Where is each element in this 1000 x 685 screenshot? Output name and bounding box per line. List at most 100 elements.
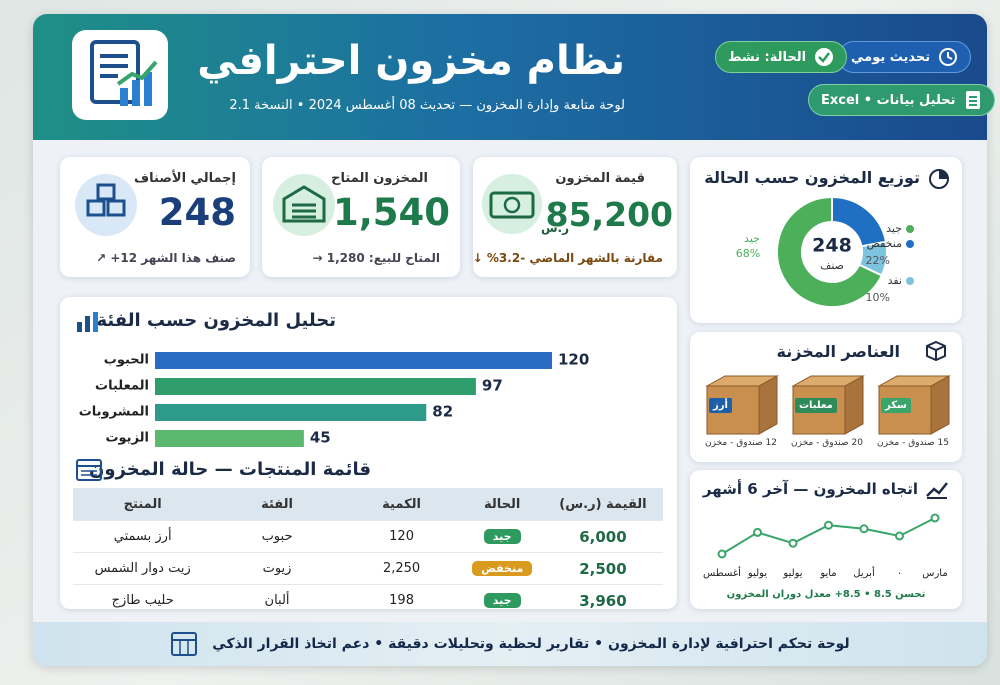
legend-label: منخفض xyxy=(867,237,902,250)
value-label: 45 xyxy=(310,429,331,447)
legend-dot xyxy=(906,225,914,233)
x-tick-label: ٠ xyxy=(897,568,902,579)
warehouse-icon xyxy=(273,174,335,236)
kpi-card: المخزون المتاح 1,540 المتاح للبيع: 1,280… xyxy=(262,157,460,277)
table-cell: 3,960 xyxy=(542,584,663,616)
kpi-label: المخزون المتاح xyxy=(331,171,428,186)
product-table: المنتج الفئة الكمية الحالة القيمة (ر.س) أرز ب… xyxy=(73,488,663,616)
badge: تحديث يومي xyxy=(838,41,972,73)
column-header: المنتج xyxy=(73,488,213,521)
pie-slice xyxy=(776,195,884,308)
table-cell: أرز بسمتي xyxy=(73,520,213,553)
chart-note: تحسن 8.5 • 8.5+ معدل دوران المخزون xyxy=(727,589,926,600)
header xyxy=(33,14,987,140)
badge-text: تحديث يومي xyxy=(851,49,931,65)
column-header: الفئة xyxy=(212,488,342,521)
category-label: الزيوت xyxy=(105,431,149,446)
legend-dot xyxy=(906,240,914,248)
x-tick-label: يوليو xyxy=(747,568,767,579)
badge-text: تحليل بيانات • Excel xyxy=(821,92,956,108)
title: نظام مخزون احترافي xyxy=(197,38,625,84)
box-label: سكر xyxy=(881,398,911,413)
badge-text: الحالة: نشط xyxy=(728,49,807,65)
pie-icon xyxy=(929,169,949,189)
trend-point xyxy=(788,538,798,548)
table-title: قائمة المنتجات — حالة المخزون xyxy=(89,459,371,480)
table-cell: 2,500 xyxy=(542,552,663,585)
x-tick-label: أغسطس xyxy=(703,566,741,579)
footer-text: لوحة تحكم احترافية لإدارة المخزون • تقار… xyxy=(212,636,850,652)
trend-point xyxy=(859,524,869,534)
table-cell: ألبان xyxy=(212,584,342,616)
table-cell: منخفض xyxy=(461,552,543,585)
status-pill: منخفض xyxy=(472,561,533,576)
bar-icon xyxy=(77,312,98,332)
trend-point xyxy=(753,527,762,537)
trend-point xyxy=(717,549,727,559)
slice-value: 68% xyxy=(736,247,760,260)
header-row: المنتج الفئة الكمية الحالة القيمة (ر.س) xyxy=(73,488,663,521)
status-pill: جيد xyxy=(483,529,521,544)
category-label: الحبوب xyxy=(104,353,149,368)
kpi-value: 248 xyxy=(158,191,236,234)
kpi-unit: ر.س xyxy=(541,221,570,235)
legend-value: 22% xyxy=(866,254,890,267)
kpi-note: صنف هذا الشهر 12+ ↗ xyxy=(96,251,236,265)
x-tick-label: مارس xyxy=(922,568,947,579)
box-caption: 12 صندوق - مخزن xyxy=(705,438,777,448)
badge: الحالة: نشط xyxy=(715,41,848,73)
value-label: 120 xyxy=(558,351,589,369)
legend-label: جيد xyxy=(886,222,902,235)
table-cell: حليب طازج xyxy=(73,584,213,616)
table-row: أرز بسمتي حبوب 120 جيد 6,000 xyxy=(73,520,663,553)
trend-point xyxy=(895,531,904,541)
trend-icon xyxy=(926,482,948,499)
footer: لوحة تحكم احترافية لإدارة المخزون • تقار… xyxy=(33,622,987,666)
value-label: 97 xyxy=(482,377,503,395)
column-header: القيمة (ر.س) xyxy=(542,488,663,521)
category-label: المشروبات xyxy=(79,405,149,420)
sheet-icon xyxy=(965,91,980,109)
table-cell: زيوت xyxy=(212,552,342,585)
table-cell: زيت دوار الشمس xyxy=(73,552,213,585)
items-title: العناصر المخزنة xyxy=(776,342,900,361)
bar-chart: الحبوب 120 المعلبات 97 المشروبات 82 الزيوت 45 xyxy=(79,351,589,447)
kpi-value: 1,540 xyxy=(332,191,450,234)
line-chart: مارس ٠ أبريل مايو يوليو يوليو أغسطس تحسن 8.5 • … xyxy=(703,513,948,600)
box-caption: 20 صندوق - مخزن xyxy=(791,438,863,448)
slice-label: جيد xyxy=(744,232,760,245)
legend-label: نفد xyxy=(888,274,902,287)
kpi-note: مقارنة بالشهر الماضي -3.2% ↓ xyxy=(472,251,663,265)
check-icon xyxy=(815,48,834,66)
badge: تحليل بيانات • Excel xyxy=(808,84,995,116)
kpi-card: إجمالي الأصناف 248 صنف هذا الشهر 12+ ↗ xyxy=(60,157,250,277)
kpi-value: 85,200 xyxy=(545,195,673,234)
box-top xyxy=(877,375,951,387)
kpi-card: قيمة المخزون 85,200 ر.س مقارنة بالشهر ال… xyxy=(473,157,677,277)
table-row: زيت دوار الشمس زيوت 2,250 منخفض 2,500 xyxy=(73,552,663,585)
chart-title: تحليل المخزون حسب الفئة xyxy=(96,310,336,331)
legend-value: 10% xyxy=(866,291,890,304)
chart-title: توزيع المخزون حسب الحالة xyxy=(704,168,920,187)
trend-point xyxy=(824,520,833,530)
table-row: حليب طازج ألبان 198 جيد 3,960 xyxy=(73,584,663,616)
status-pill: جيد xyxy=(483,593,521,608)
clock-icon xyxy=(939,48,958,66)
cube-icon xyxy=(926,340,946,362)
table-cell: 2,250 xyxy=(341,552,462,585)
kpi-note: المتاح للبيع: 1,280 → xyxy=(312,251,440,265)
bar xyxy=(155,430,304,447)
table-cell: حبوب xyxy=(212,520,342,553)
bar xyxy=(155,378,476,395)
trend-point xyxy=(930,513,940,523)
box-top xyxy=(705,375,779,387)
category-label: المعلبات xyxy=(95,379,149,394)
table-icon xyxy=(76,459,102,481)
bar xyxy=(155,404,427,421)
x-tick-label: أبريل xyxy=(853,566,875,579)
column-header: الحالة xyxy=(461,488,543,521)
box-top xyxy=(791,375,865,387)
box-label: أرز xyxy=(709,398,732,413)
chart-title: اتجاه المخزون — آخر 6 أشهر xyxy=(702,480,918,498)
center-unit: صنف xyxy=(820,259,844,272)
